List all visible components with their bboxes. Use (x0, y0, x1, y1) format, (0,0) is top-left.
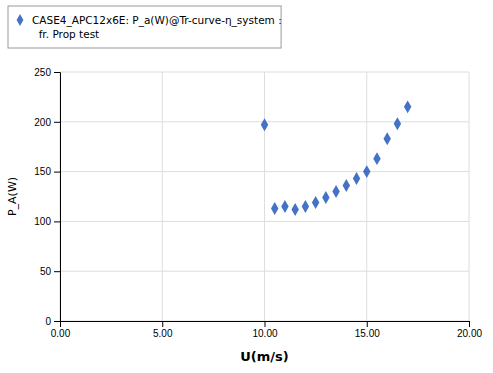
point (271, 202, 278, 215)
tick-mark (54, 321, 60, 322)
point (404, 100, 411, 113)
legend-box (8, 6, 281, 48)
legend-item: CASE4_APC12x6E: P_a(W)@Tr-curve-η_system… (17, 14, 282, 40)
tick: 250 (34, 67, 60, 78)
tick: 100 (34, 216, 60, 227)
tick: 200 (34, 117, 60, 128)
grid-line-x (264, 72, 265, 321)
grid-line-x (162, 72, 163, 321)
tick: 10.00 (252, 321, 277, 339)
grid-line-x (366, 72, 367, 321)
tick-mark (54, 172, 60, 173)
legend: CASE4_APC12x6E: P_a(W)@Tr-curve-η_system… (8, 6, 282, 48)
point (363, 165, 370, 178)
tick-mark (162, 321, 163, 327)
point (281, 200, 288, 213)
legend-label-line: CASE4_APC12x6E: P_a(W)@Tr-curve-η_system… (32, 14, 282, 27)
tick-label: 150 (34, 166, 51, 177)
grid-line-y (60, 171, 469, 172)
tick: 150 (34, 166, 60, 177)
tick-mark (367, 321, 368, 327)
grid-line-y (60, 72, 469, 73)
tick-label: 10.00 (252, 328, 277, 339)
tick-mark (54, 122, 60, 123)
tick-mark (265, 321, 266, 327)
tick-mark (469, 321, 470, 327)
point (312, 196, 319, 209)
tick: 5.00 (153, 321, 173, 339)
y-axis-title: P_A(W) (6, 177, 19, 216)
grid (60, 72, 469, 321)
tick: 50 (40, 266, 60, 277)
legend-label-line: fr. Prop test (32, 28, 99, 40)
tick-label: 100 (34, 216, 51, 227)
axis-line (61, 322, 470, 328)
tick-label: 0.00 (51, 328, 71, 339)
legend-marker (17, 14, 24, 26)
tick: 0.00 (51, 321, 71, 339)
point (291, 203, 298, 216)
tick: 20.00 (457, 321, 482, 339)
grid-line-x (469, 72, 470, 321)
tick-label: 50 (40, 266, 52, 277)
grid-line-y (60, 271, 469, 272)
points (261, 100, 412, 215)
point (332, 185, 339, 198)
x-axis-title: U(m/s) (240, 349, 288, 364)
point (394, 117, 401, 130)
legend-label: CASE4_APC12x6E: P_a(W)@Tr-curve-η_system… (32, 14, 282, 40)
grid-line-y (60, 221, 469, 222)
axis-line (54, 73, 61, 322)
chart: 0.00 5.00 10.00 15.00 20.00 0 50 100 150 200 250 U(… (0, 0, 493, 373)
point (343, 179, 350, 192)
tick: 15.00 (355, 321, 380, 339)
point (353, 172, 360, 185)
tick-label: 250 (34, 67, 51, 78)
tick-mark (54, 221, 60, 222)
tick: 0 (45, 316, 60, 327)
tick-mark (54, 72, 60, 73)
tick-label: 200 (34, 117, 51, 128)
tick-mark (54, 271, 60, 272)
x-axis: 0.00 5.00 10.00 15.00 20.00 (51, 321, 483, 339)
point (302, 200, 309, 213)
y-axis: 0 50 100 150 200 250 (34, 67, 60, 327)
point (322, 191, 329, 204)
plot: 0.00 5.00 10.00 15.00 20.00 0 50 100 150 200 250 (34, 67, 482, 339)
tick-label: 0 (45, 316, 51, 327)
point (373, 152, 380, 165)
tick-label: 20.00 (457, 328, 482, 339)
tick-label: 15.00 (355, 328, 380, 339)
point (261, 118, 268, 131)
tick-label: 5.00 (153, 328, 173, 339)
point (383, 132, 390, 145)
